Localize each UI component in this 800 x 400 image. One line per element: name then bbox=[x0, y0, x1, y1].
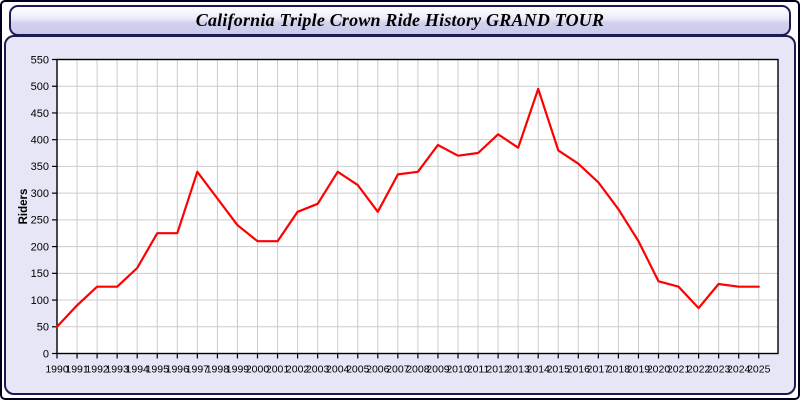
x-tick-label: 1999 bbox=[226, 364, 250, 376]
x-tick-label: 2024 bbox=[727, 364, 751, 376]
plot-area: 0501001502002503003504004505005501990199… bbox=[18, 54, 779, 376]
y-axis-title: Riders bbox=[18, 189, 30, 225]
riders-data-line bbox=[55, 87, 760, 328]
chart-title: California Triple Crown Ride History GRA… bbox=[195, 10, 605, 30]
y-tick-label: 350 bbox=[31, 161, 49, 173]
x-tick-label: 2015 bbox=[547, 364, 571, 376]
x-tick-label: 1993 bbox=[105, 364, 129, 376]
x-tick-label: 1990 bbox=[45, 364, 69, 376]
x-tick-label: 1996 bbox=[166, 364, 190, 376]
y-tick-label: 450 bbox=[31, 108, 49, 120]
x-tick-label: 2018 bbox=[607, 364, 631, 376]
x-tick-label: 2011 bbox=[467, 364, 490, 376]
y-tick-label: 500 bbox=[31, 81, 49, 93]
y-tick-label: 0 bbox=[43, 348, 49, 360]
x-tick-label: 2025 bbox=[747, 364, 771, 376]
y-tick-label: 300 bbox=[31, 188, 49, 200]
x-tick-label: 2020 bbox=[647, 364, 671, 376]
y-tick-label: 200 bbox=[31, 241, 49, 253]
x-tick-label: 2019 bbox=[627, 364, 651, 376]
x-tick-label: 2013 bbox=[506, 364, 530, 376]
x-tick-label: 2000 bbox=[246, 364, 270, 376]
x-tick-label: 1992 bbox=[85, 364, 109, 376]
x-tick-label: 2023 bbox=[707, 364, 731, 376]
x-tick-label: 2016 bbox=[567, 364, 591, 376]
x-tick-label: 2001 bbox=[266, 364, 290, 376]
x-tick-label: 1991 bbox=[65, 364, 89, 376]
x-tick-label: 2002 bbox=[286, 364, 310, 376]
y-tick-label: 150 bbox=[31, 268, 49, 280]
x-tick-label: 2009 bbox=[426, 364, 450, 376]
x-tick-label: 2003 bbox=[306, 364, 330, 376]
x-tick-label: 2017 bbox=[587, 364, 611, 376]
x-tick-label: 2005 bbox=[346, 364, 370, 376]
y-tick-label: 400 bbox=[31, 134, 49, 146]
x-tick-label: 2010 bbox=[446, 364, 470, 376]
title-bar: California Triple Crown Ride History GRA… bbox=[9, 5, 791, 36]
y-tick-label: 50 bbox=[37, 322, 49, 334]
x-tick-label: 2014 bbox=[527, 364, 551, 376]
x-tick-label: 2004 bbox=[326, 364, 350, 376]
y-tick-label: 250 bbox=[31, 215, 49, 227]
x-tick-label: 1995 bbox=[146, 364, 170, 376]
x-tick-label: 2021 bbox=[667, 364, 691, 376]
x-tick-label: 2008 bbox=[406, 364, 430, 376]
x-tick-label: 1997 bbox=[186, 364, 210, 376]
x-tick-label: 2022 bbox=[687, 364, 711, 376]
x-tick-label: 1994 bbox=[126, 364, 150, 376]
x-tick-label: 2012 bbox=[486, 364, 510, 376]
x-tick-label: 2007 bbox=[386, 364, 410, 376]
x-tick-label: 1998 bbox=[206, 364, 230, 376]
y-tick-label: 550 bbox=[31, 54, 49, 66]
x-tick-label: 2006 bbox=[366, 364, 390, 376]
y-tick-label: 100 bbox=[31, 295, 49, 307]
